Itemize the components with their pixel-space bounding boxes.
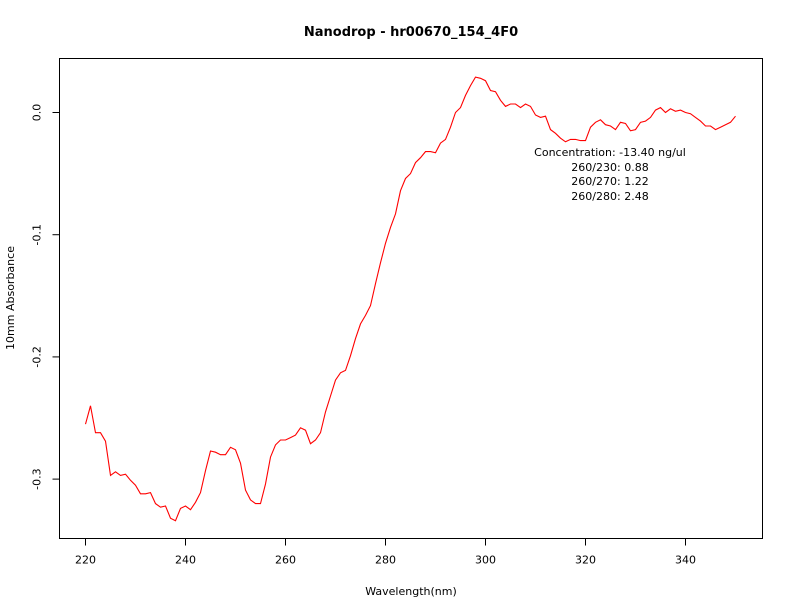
x-tick-label: 220 bbox=[75, 554, 96, 567]
x-axis: 220 240 260 280 300 320 340 bbox=[75, 539, 696, 567]
y-tick-label: 0.0 bbox=[31, 104, 44, 122]
annotation-block: Concentration: -13.40 ng/ul 260/230: 0.8… bbox=[534, 146, 686, 203]
x-tick-label: 340 bbox=[675, 554, 696, 567]
annotation-concentration: Concentration: -13.40 ng/ul bbox=[534, 146, 686, 159]
plot-frame bbox=[60, 59, 763, 539]
x-axis-label: Wavelength(nm) bbox=[365, 585, 457, 598]
x-tick-label: 300 bbox=[475, 554, 496, 567]
annotation-260-280: 260/280: 2.48 bbox=[571, 190, 648, 203]
x-tick-label: 240 bbox=[175, 554, 196, 567]
y-axis-label: 10mm Absorbance bbox=[4, 246, 17, 350]
absorbance-line bbox=[86, 77, 736, 521]
annotation-260-270: 260/270: 1.22 bbox=[571, 175, 648, 188]
chart-title: Nanodrop - hr00670_154_4F0 bbox=[304, 25, 518, 40]
y-tick-label: -0.2 bbox=[31, 346, 44, 367]
y-tick-label: -0.3 bbox=[31, 468, 44, 489]
y-tick-label: -0.1 bbox=[31, 224, 44, 245]
x-tick-label: 280 bbox=[375, 554, 396, 567]
data-points bbox=[85, 77, 735, 521]
x-tick-label: 260 bbox=[275, 554, 296, 567]
y-axis: -0.3 -0.2 -0.1 0.0 bbox=[31, 104, 60, 490]
x-tick-label: 320 bbox=[575, 554, 596, 567]
annotation-260-230: 260/230: 0.88 bbox=[571, 161, 648, 174]
